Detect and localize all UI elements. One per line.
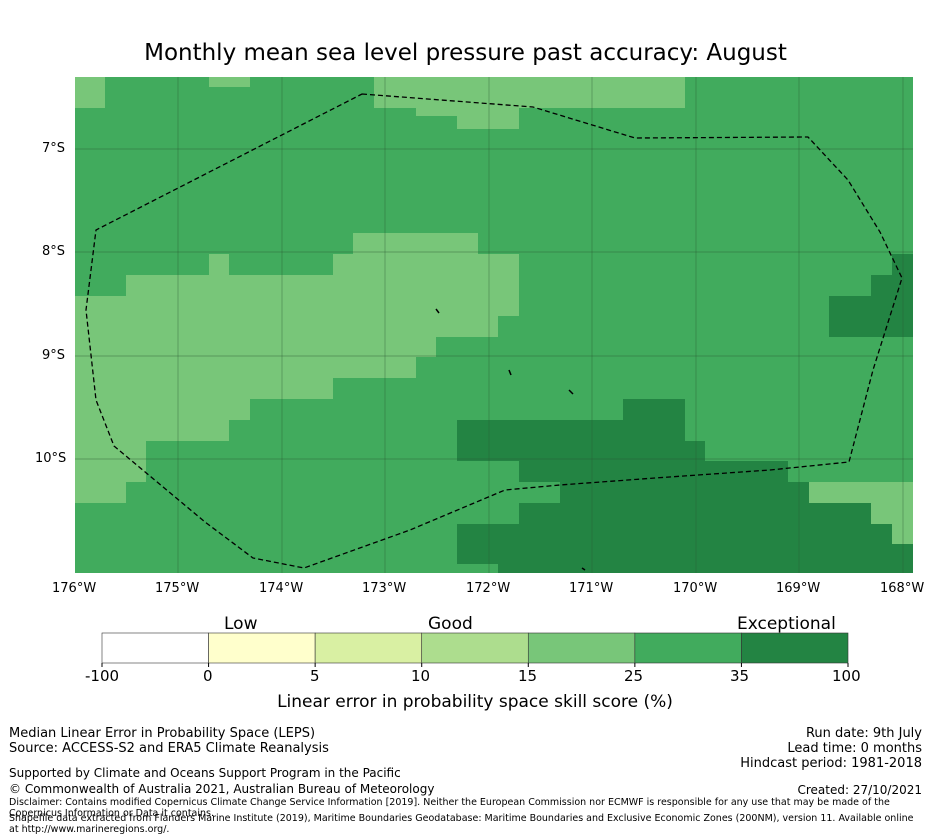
colorbar-tick: 35 (730, 667, 750, 685)
islands (435, 308, 586, 571)
colorbar-tick: 5 (310, 667, 320, 685)
lat-label-10s: 10°S (35, 451, 67, 466)
lon-label-172w: 172°W (466, 581, 511, 596)
footer-hindcast-period: Hindcast period: 1981-2018 (740, 756, 922, 771)
colorbar-category-exceptional: Exceptional (737, 614, 836, 634)
colorbar-tick: -100 (85, 667, 120, 685)
footer-copyright: © Commonwealth of Australia 2021, Austra… (9, 782, 435, 796)
footer-lead-time: Lead time: 0 months (787, 741, 922, 756)
colorbar (101, 632, 849, 667)
colorbar-swatch (314, 632, 423, 664)
footer-run-date: Run date: 9th July (805, 726, 922, 741)
footer-source: Source: ACCESS-S2 and ERA5 Climate Reana… (9, 741, 329, 756)
footer-shapefile-credit: Shapefile data extracted from Flanders M… (9, 813, 914, 835)
colorbar-swatch (634, 632, 742, 664)
lat-label-8s: 8°S (42, 244, 66, 259)
colorbar-label: Linear error in probability space skill … (277, 692, 673, 712)
colorbar-tick: 15 (518, 667, 538, 685)
footer-disclaimer: Disclaimer: Contains modified Copernicus… (9, 797, 890, 819)
lat-label-9s: 9°S (42, 348, 66, 363)
lon-label-173w: 173°W (362, 581, 407, 596)
colorbar-tick: 100 (832, 667, 861, 685)
colorbar-swatch (421, 632, 529, 664)
gridlines (75, 77, 913, 573)
colorbar-swatch (208, 632, 316, 664)
eez-boundary (85, 93, 903, 569)
lon-label-170w: 170°W (673, 581, 718, 596)
colorbar-category-low: Low (224, 614, 258, 634)
footer-created-date: Created: 27/10/2021 (797, 783, 922, 797)
lon-label-174w: 174°W (259, 581, 304, 596)
lon-label-168w: 168°W (880, 581, 925, 596)
colorbar-swatch (741, 632, 849, 664)
lon-label-169w: 169°W (776, 581, 821, 596)
colorbar-swatch (101, 632, 209, 664)
colorbar-category-good: Good (428, 614, 473, 634)
colorbar-tick: 10 (411, 667, 431, 685)
lat-label-7s: 7°S (42, 141, 66, 156)
good-skill-regions (75, 77, 913, 544)
colorbar-tick: 0 (203, 667, 213, 685)
lon-label-175w: 175°W (155, 581, 200, 596)
colorbar-tick: 25 (624, 667, 644, 685)
colorbar-swatch (527, 632, 636, 664)
lon-label-171w: 171°W (569, 581, 614, 596)
map-title: Monthly mean sea level pressure past acc… (144, 40, 787, 66)
footer-support: Supported by Climate and Oceans Support … (9, 766, 401, 780)
lon-label-176w: 176°W (52, 581, 97, 596)
footer-metric: Median Linear Error in Probability Space… (9, 726, 316, 741)
skill-raster (75, 77, 913, 573)
